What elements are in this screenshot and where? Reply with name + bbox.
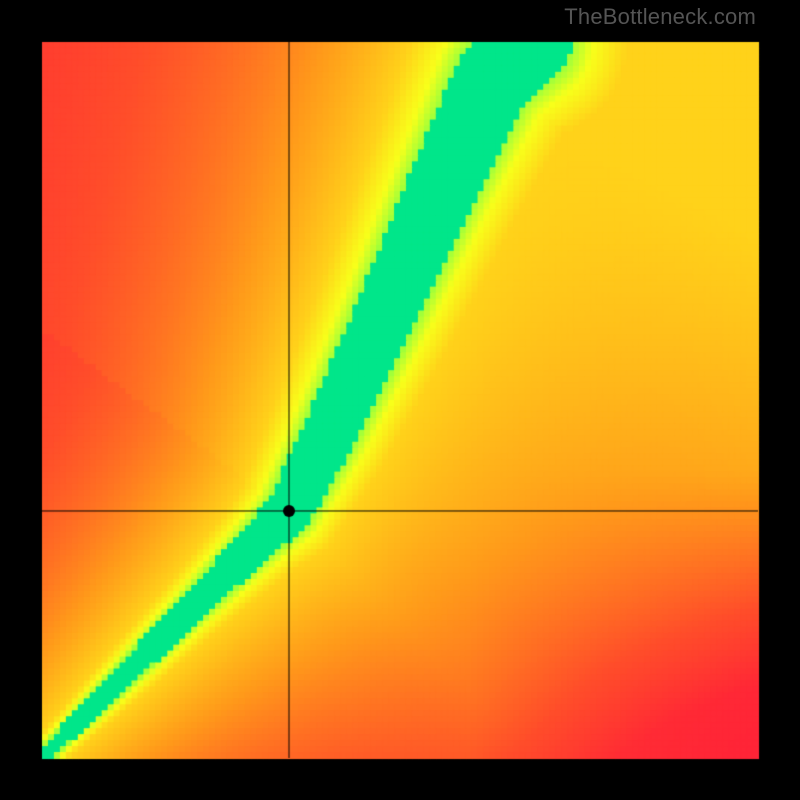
bottleneck-heatmap-canvas [0, 0, 800, 800]
watermark-text: TheBottleneck.com [564, 4, 756, 30]
chart-container: TheBottleneck.com [0, 0, 800, 800]
